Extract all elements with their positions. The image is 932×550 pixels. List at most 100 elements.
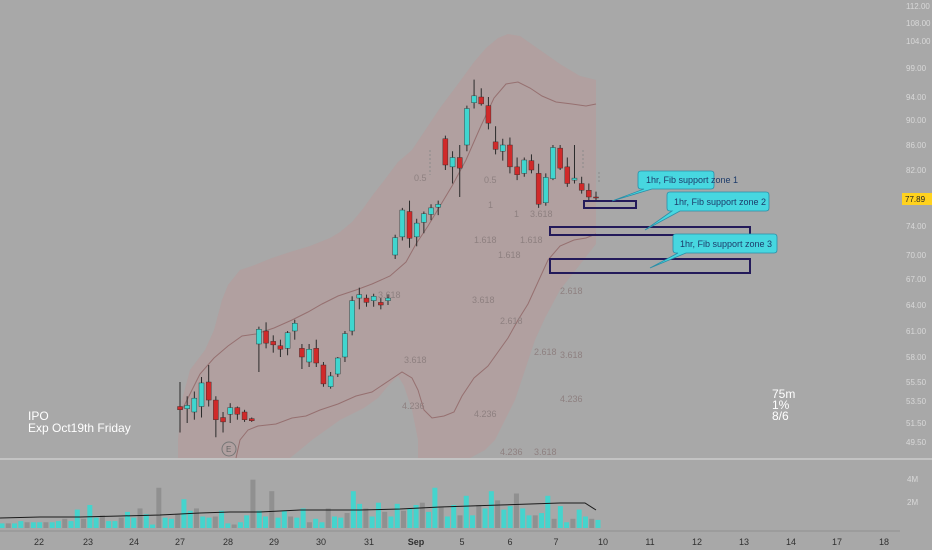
candle-body <box>543 177 549 204</box>
volume-bar <box>539 513 545 528</box>
candle-body <box>270 341 276 346</box>
y-tick-label: 74.00 <box>906 222 927 231</box>
volume-bar <box>470 515 476 528</box>
candle-body <box>299 348 305 358</box>
volume-bar <box>438 507 444 528</box>
support-zone-3 <box>549 258 751 274</box>
volume-bar <box>137 508 143 528</box>
volume-bar <box>24 522 30 528</box>
volume-bar <box>507 506 513 528</box>
y-tick-label: 64.00 <box>906 301 927 310</box>
candle-body <box>500 144 506 152</box>
volume-bar <box>589 518 595 528</box>
candle-body <box>284 332 291 349</box>
volume-tick: 4M <box>907 475 918 484</box>
callout-3-text: 1hr, Fib support zone 3 <box>680 239 772 249</box>
volume-bar <box>332 516 338 528</box>
earnings-marker[interactable]: E <box>221 441 237 457</box>
time-axis[interactable]: 22 23 24 27 28 29 30 31 Sep 5 6 7 10 11 12 13 14 17 18 <box>34 537 889 547</box>
volume-bar <box>394 503 400 528</box>
volume-bar <box>294 517 300 528</box>
volume-bar <box>131 517 137 528</box>
volume-bar <box>12 523 18 528</box>
volume-bar <box>244 515 250 528</box>
volume-bar <box>463 495 469 528</box>
volume-bar <box>124 511 130 528</box>
fib-label: 2.618 <box>500 316 523 326</box>
candle-body <box>413 222 420 238</box>
volume-bar <box>407 508 413 528</box>
volume-bar <box>262 516 268 528</box>
volume-bar <box>212 516 218 528</box>
candle-body <box>277 345 284 350</box>
x-tick-label: Sep <box>408 537 425 547</box>
candle-body <box>241 411 248 420</box>
volume-bar <box>413 505 419 528</box>
volume-bar <box>488 491 494 528</box>
candle-body <box>507 144 513 168</box>
candle-body <box>478 96 484 105</box>
volume-bar <box>275 517 281 528</box>
note-exp: Exp Oct19th Friday <box>28 421 131 435</box>
candle-body <box>256 329 262 345</box>
note-date: 8/6 <box>772 409 789 423</box>
y-tick-label: 86.00 <box>906 141 927 150</box>
y-tick-label: 82.00 <box>906 166 927 175</box>
callout-1[interactable]: 1hr, Fib support zone 1 <box>611 170 738 202</box>
candles <box>177 79 599 438</box>
volume-bar <box>143 514 149 528</box>
x-tick-label: 13 <box>739 537 749 547</box>
callout-2[interactable]: 1hr, Fib support zone 2 <box>644 191 770 231</box>
x-tick-label: 11 <box>645 537 654 547</box>
fib-label: 1 <box>514 209 519 219</box>
volume-bar <box>457 515 463 528</box>
volume-bar <box>432 487 438 528</box>
candle-body <box>586 190 592 198</box>
candle-body <box>378 302 384 306</box>
y-tick-label: 108.00 <box>906 19 931 28</box>
volume-bar <box>231 524 237 528</box>
fib-label: 3.618 <box>472 295 495 305</box>
last-price-tag: 77.89 <box>902 193 932 205</box>
x-tick-label: 10 <box>598 537 608 547</box>
volume-bar <box>281 510 287 528</box>
candle-body <box>249 418 255 422</box>
candle-body <box>406 211 413 239</box>
volume-bar <box>43 522 49 528</box>
volume-bar <box>237 522 243 528</box>
candle-body <box>306 349 312 363</box>
fib-label: 2.618 <box>560 286 583 296</box>
volume-tick: 2M <box>907 498 918 507</box>
volume-bar <box>551 518 557 528</box>
volume-bar <box>37 522 43 528</box>
volume-bar <box>200 516 206 528</box>
volume-bar <box>363 508 369 528</box>
volume-bar <box>545 495 551 528</box>
price-axis[interactable]: 112.00 108.00 104.00 99.00 94.00 90.00 86.00 82… <box>906 2 931 447</box>
candle-body <box>213 399 219 420</box>
volume-bar <box>269 491 275 528</box>
volume-bar <box>451 505 457 528</box>
callout-3[interactable]: 1hr, Fib support zone 3 <box>649 233 778 269</box>
x-tick-label: 6 <box>507 537 512 547</box>
volume-bar <box>68 521 74 528</box>
x-tick-label: 5 <box>459 537 464 547</box>
volume-bar <box>118 517 124 528</box>
y-tick-label: 61.00 <box>906 327 927 336</box>
volume-bar <box>357 503 363 528</box>
volume-bar <box>288 516 294 528</box>
candle-body <box>363 297 370 303</box>
candle-body <box>464 108 470 146</box>
candle-body <box>392 237 398 256</box>
note-percent: 1% <box>772 398 790 412</box>
volume-bar <box>444 516 450 528</box>
candle-body <box>399 209 406 238</box>
candle-body <box>356 294 363 299</box>
y-tick-label: 53.50 <box>906 397 927 406</box>
volume-bar <box>162 517 168 528</box>
y-tick-label: 104.00 <box>906 37 931 46</box>
callout-2-text: 1hr, Fib support zone 2 <box>674 197 766 207</box>
volume-bar <box>526 515 532 528</box>
